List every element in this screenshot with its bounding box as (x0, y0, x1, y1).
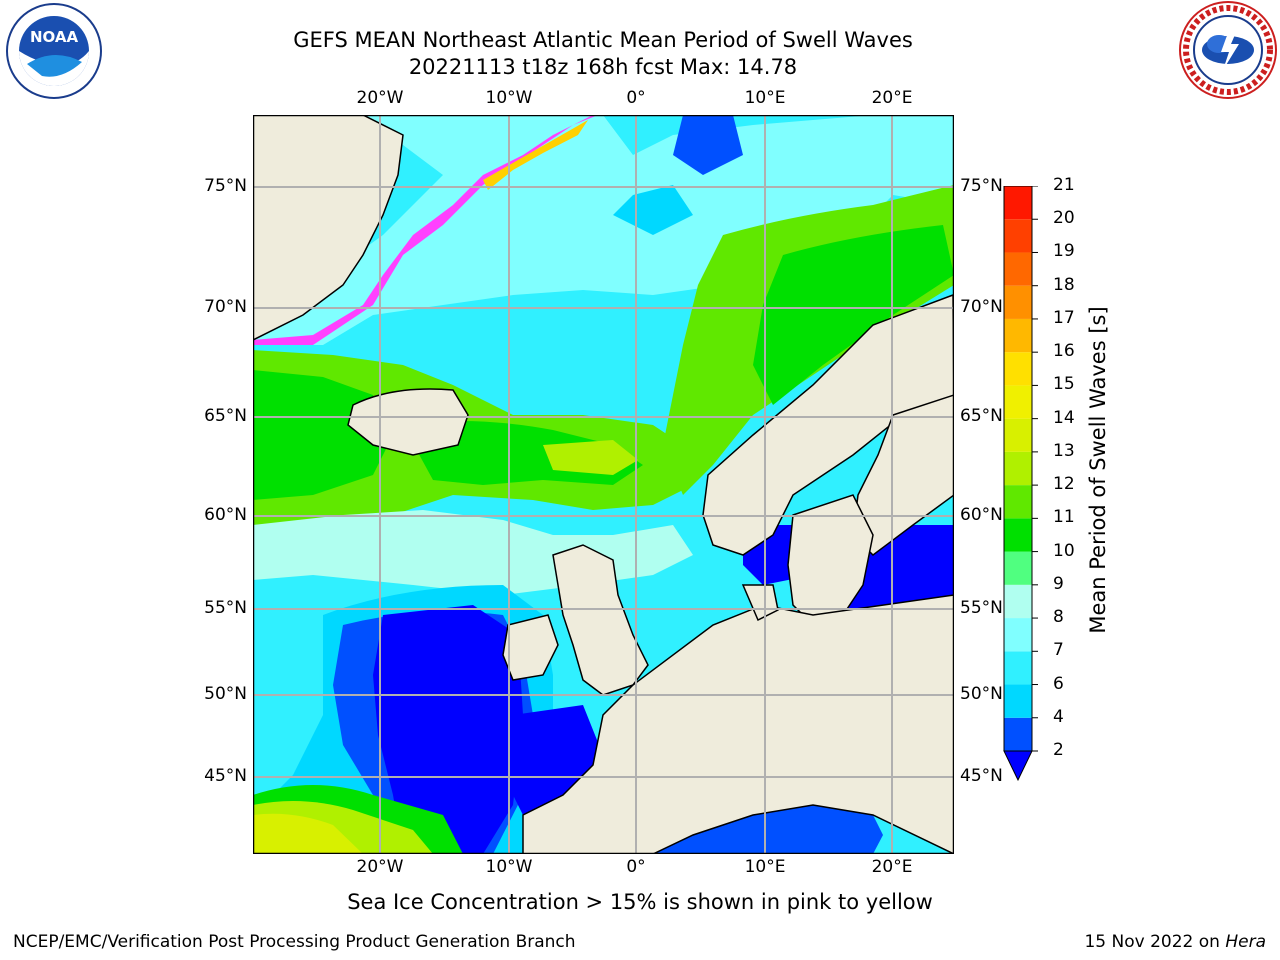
longitude-label: 0° (626, 88, 646, 108)
longitude-label: 20°W (356, 857, 404, 877)
colorbar-title: Mean Period of Swell Waves [s] (1086, 306, 1110, 634)
nws-logo (1179, 1, 1277, 99)
colorbar-segment (1004, 252, 1032, 286)
colorbar-segment (1004, 186, 1032, 220)
latitude-label: 60°N (960, 505, 1003, 525)
colorbar-tick-label: 8 (1053, 607, 1064, 628)
colorbar-segment (1004, 285, 1032, 319)
colorbar-tick-label: 13 (1053, 440, 1075, 461)
iceland (347, 388, 469, 456)
latitude-label: 60°N (204, 505, 247, 525)
longitude-label: 10°E (744, 857, 786, 877)
colorbar-tick-label: 2 (1053, 740, 1064, 760)
colorbar-segment (1004, 518, 1032, 552)
colorbar (1003, 186, 1038, 782)
longitude-label: 10°E (744, 88, 786, 108)
footer-host: Hera (1225, 932, 1266, 952)
latitude-label: 70°N (204, 297, 247, 317)
colorbar-segment (1004, 418, 1032, 452)
latitude-label: 75°N (960, 176, 1003, 196)
colorbar-tick-label: 11 (1053, 507, 1075, 528)
colorbar-tick-label: 20 (1053, 208, 1075, 229)
colorbar-tick-label: 18 (1053, 274, 1075, 295)
colorbar-segment (1004, 451, 1032, 486)
longitude-label: 20°E (871, 88, 913, 108)
latitude-label: 55°N (960, 598, 1003, 618)
colorbar-segment (1004, 385, 1032, 419)
colorbar-tick-label: 19 (1053, 241, 1075, 262)
map-frame (253, 115, 954, 854)
latitude-label: 55°N (204, 598, 247, 618)
latitude-label: 45°N (960, 766, 1003, 786)
sea-ice-caption: Sea Ice Concentration > 15% is shown in … (347, 890, 933, 914)
continental-europe (522, 594, 954, 854)
noaa-logo: NOAA (6, 3, 102, 99)
latitude-label: 75°N (204, 176, 247, 196)
latitude-label: 45°N (204, 766, 247, 786)
colorbar-segment (1004, 651, 1032, 685)
colorbar-under-triangle (1003, 750, 1033, 782)
colorbar-segment (1004, 717, 1032, 751)
colorbar-segment (1004, 584, 1032, 619)
colorbar-segment (1004, 551, 1032, 585)
colorbar-segment (1004, 485, 1032, 519)
colorbar-segment (1004, 352, 1032, 386)
greenland (253, 115, 404, 341)
colorbar-tick-label: 14 (1053, 407, 1075, 428)
colorbar-tick-label: 15 (1053, 374, 1075, 395)
colorbar-tick-label: 9 (1053, 573, 1064, 594)
latitude-label: 50°N (204, 684, 247, 704)
longitude-label: 20°E (871, 857, 913, 877)
colorbar-frame (1003, 186, 1033, 752)
colorbar-tick-label: 4 (1053, 706, 1064, 727)
colorbar-tick-label: 16 (1053, 341, 1075, 362)
colorbar-tick-label: 10 (1053, 540, 1075, 561)
longitude-label: 10°W (485, 88, 533, 108)
footer-date-text: 15 Nov 2022 on (1084, 932, 1220, 952)
colorbar-segment (1004, 219, 1032, 253)
latitude-label: 70°N (960, 297, 1003, 317)
chart-subtitle: 20221113 t18z 168h fcst Max: 14.78 (408, 55, 798, 79)
colorbar-segment (1004, 618, 1032, 652)
noaa-logo-text: NOAA (30, 28, 79, 46)
longitude-label: 10°W (485, 857, 533, 877)
colorbar-tick-label: 17 (1053, 307, 1075, 328)
colorbar-segment (1004, 684, 1032, 718)
colorbar-tick-label: 7 (1053, 640, 1064, 661)
latitude-label: 65°N (960, 406, 1003, 426)
colorbar-tick-label: 12 (1053, 474, 1075, 495)
latitude-label: 65°N (204, 406, 247, 426)
colorbar-segment (1004, 318, 1032, 353)
footer-credit: NCEP/EMC/Verification Post Processing Pr… (13, 932, 576, 952)
longitude-label: 0° (626, 857, 646, 877)
colorbar-tick-label: 6 (1053, 673, 1064, 694)
map-grid (253, 115, 954, 854)
latitude-label: 50°N (960, 684, 1003, 704)
great-britain (552, 544, 649, 696)
footer-date: 15 Nov 2022 on Hera (1084, 932, 1266, 952)
map-panel (253, 115, 954, 854)
chart-title: GEFS MEAN Northeast Atlantic Mean Period… (293, 28, 913, 52)
colorbar-tick-label: 21 (1053, 175, 1075, 195)
longitude-label: 20°W (356, 88, 404, 108)
ireland (502, 614, 559, 681)
